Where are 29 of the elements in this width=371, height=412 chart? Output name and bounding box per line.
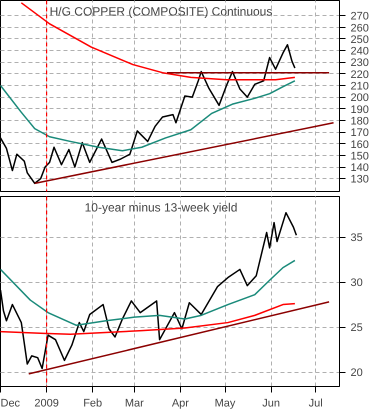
x-tick-label: Apr (172, 398, 190, 410)
y-tick-label: 150 (350, 150, 369, 162)
y-tick-label: 220 (350, 68, 369, 81)
y-tick-label: 140 (350, 162, 369, 174)
y-tick-label: 30 (350, 277, 363, 290)
x-tick-label: Feb (83, 398, 102, 410)
y-tick-label: 180 (350, 115, 369, 128)
y-tick-label: 230 (350, 57, 369, 70)
y-tick-label: 240 (350, 46, 369, 58)
x-tick-label: Dec (0, 398, 21, 410)
y-tick-label: 130 (350, 174, 369, 186)
y-tick-label: 35 (350, 232, 363, 244)
x-tick-label: Jul (308, 398, 323, 410)
y-tick-label: 200 (350, 92, 369, 104)
x-tick-label: 2009 (34, 398, 59, 410)
y-tick-label: 190 (350, 104, 369, 116)
y-tick-label: 250 (350, 34, 369, 46)
y-tick-label: 210 (350, 80, 369, 93)
y-tick-label: 260 (350, 22, 369, 34)
y-tick-label: 270 (350, 10, 369, 23)
chart-title: H/G COPPER (COMPOSITE) Continuous (50, 4, 272, 18)
y-tick-label: 160 (350, 138, 369, 151)
y-tick-label: 25 (350, 322, 363, 334)
y-tick-label: 170 (350, 127, 369, 140)
x-tick-label: May (214, 398, 236, 410)
y-tick-label: 20 (350, 367, 363, 380)
x-tick-label: Mar (124, 398, 144, 410)
x-tick-label: Jun (262, 398, 280, 410)
chart-title: 10-year minus 13-week yield (84, 200, 238, 214)
